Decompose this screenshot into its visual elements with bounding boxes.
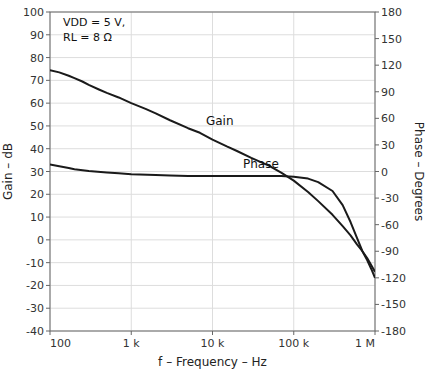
y2-tick: [375, 277, 379, 278]
y-axis: -40 -30 -20 -10 0 10 20 30 40 50 60 70 80 90 100 Gain –…: [1, 6, 50, 338]
y-grid-line: [50, 217, 375, 218]
y-grid-line: [50, 57, 375, 58]
series-line: [50, 164, 375, 277]
y-tick: [46, 171, 50, 172]
y-tick: [46, 103, 50, 104]
y-tick-label: 40: [30, 143, 44, 156]
y2-tick-label: -150: [381, 298, 406, 311]
curve-label: Gain: [206, 114, 234, 128]
annotation: RL = 8 Ω: [63, 31, 112, 44]
y-tick: [46, 331, 50, 332]
y-tick-label: 60: [30, 97, 44, 110]
x-tick: [50, 331, 51, 335]
y-grid-line: [50, 194, 375, 195]
x-tick-label: 1 M: [355, 337, 375, 350]
y-tick: [46, 34, 50, 35]
y-grid-line: [50, 103, 375, 104]
page: {"chart_data": { "type": "line", "xlabel…: [0, 0, 425, 375]
y-grid-line: [50, 148, 375, 149]
y2-tick-label: 30: [381, 139, 395, 152]
y-tick: [46, 262, 50, 263]
plot-area: [50, 70, 375, 278]
y2-tick: [375, 224, 379, 225]
y-tick: [46, 285, 50, 286]
y-tick: [46, 80, 50, 81]
y2-tick: [375, 38, 379, 39]
background: [0, 0, 425, 375]
y-grid-line: [50, 285, 375, 286]
y-tick-label: 70: [30, 74, 44, 87]
y2-tick: [375, 198, 379, 199]
y-tick-label: 100: [23, 6, 44, 19]
y-tick-label: -30: [26, 302, 44, 315]
y-tick-label: -40: [26, 325, 44, 338]
y-tick-label: 0: [37, 234, 44, 247]
y2-tick-label: -90: [381, 245, 399, 258]
y-grid-line: [50, 308, 375, 309]
x-axis-label: f – Frequency – Hz: [158, 355, 267, 369]
y2-tick-label: -120: [381, 272, 406, 285]
x-tick: [375, 331, 376, 335]
curve-label: Phase: [243, 157, 279, 171]
y2-tick: [375, 65, 379, 66]
y-tick: [46, 57, 50, 58]
chart: 1001 k10 k100 k1 Mf – Frequency – Hz-40-…: [0, 0, 425, 375]
y-tick-label: -20: [26, 279, 44, 292]
y-grid-line: [50, 239, 375, 240]
grid: [50, 12, 375, 331]
y-tick-label: 90: [30, 29, 44, 42]
annotations: VDD = 5 V, RL = 8 Ω: [63, 16, 125, 44]
y-tick-label: 20: [30, 188, 44, 201]
y2-tick: [375, 12, 379, 13]
x-tick: [212, 331, 213, 335]
y-grid-line: [50, 262, 375, 263]
y-tick: [46, 217, 50, 218]
y2-tick-label: -60: [381, 219, 399, 232]
y2-axis: -180 -150 -120 -90 -60 -30 0 30 60 90 120 150 180 Pha…: [375, 6, 425, 338]
x-tick-label: 10 k: [201, 337, 225, 350]
y-tick: [46, 194, 50, 195]
annotation: VDD = 5 V,: [63, 16, 125, 29]
y-tick: [46, 148, 50, 149]
y-tick-label: 30: [30, 166, 44, 179]
y-tick-label: -10: [26, 257, 44, 270]
y2-tick-label: -180: [381, 325, 406, 338]
y-tick: [46, 308, 50, 309]
y2-tick-label: 60: [381, 112, 395, 125]
x-tick-label: 100: [50, 337, 71, 350]
y2-tick-label: 0: [381, 166, 388, 179]
x-tick-label: 100 k: [278, 337, 309, 350]
y-tick-label: 80: [30, 52, 44, 65]
y-tick-label: 50: [30, 120, 44, 133]
y2-tick: [375, 304, 379, 305]
y2-tick: [375, 171, 379, 172]
x-axis: 100 1 k 10 k 100 k 1 M f – Frequency – Hz: [50, 331, 375, 369]
y-tick: [46, 239, 50, 240]
y2-axis-label: Phase – Degrees: [412, 122, 425, 221]
plot-frame: [50, 12, 375, 331]
y-tick-label: 10: [30, 211, 44, 224]
y2-tick-label: 150: [381, 33, 402, 46]
y2-tick-label: 90: [381, 86, 395, 99]
y-tick: [46, 12, 50, 13]
y2-tick-label: -30: [381, 192, 399, 205]
y2-tick-label: 120: [381, 59, 402, 72]
x-tick: [131, 331, 132, 335]
curve-labels: Gain Phase: [206, 114, 279, 171]
y2-tick: [375, 331, 379, 332]
y2-tick: [375, 91, 379, 92]
x-tick: [293, 331, 294, 335]
y2-tick-label: 180: [381, 6, 402, 19]
y2-tick: [375, 118, 379, 119]
y-axis-label: Gain – dB: [1, 143, 15, 200]
x-tick-label: 1 k: [123, 337, 140, 350]
y-tick: [46, 125, 50, 126]
y-grid-line: [50, 80, 375, 81]
y2-tick: [375, 144, 379, 145]
y2-tick: [375, 251, 379, 252]
